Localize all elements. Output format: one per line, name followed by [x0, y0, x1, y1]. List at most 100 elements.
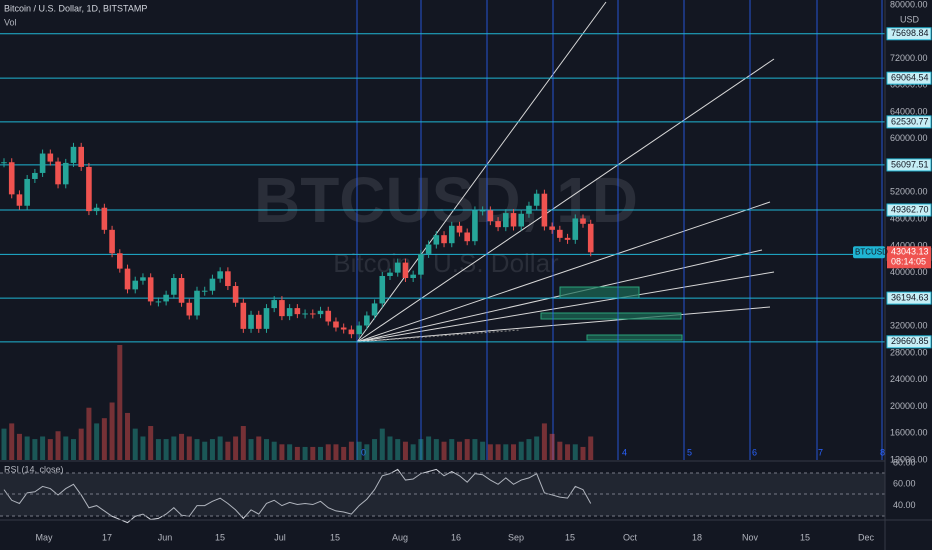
level-label: 29660.85 [891, 336, 929, 346]
candle [32, 172, 38, 179]
candle [549, 226, 555, 230]
candle [410, 274, 416, 278]
candle [526, 205, 532, 214]
level-box [886, 115, 932, 129]
volume-bar [372, 439, 378, 460]
price-tick-label: 32000.00 [890, 321, 928, 331]
level-box [886, 291, 932, 305]
candle [70, 146, 77, 163]
volume-bar [549, 433, 555, 460]
volume-bar [1, 428, 7, 460]
volume-bar [472, 439, 478, 460]
time-label: 18 [692, 532, 702, 542]
level-label: 49362.70 [891, 204, 929, 214]
candle [101, 207, 108, 230]
candle [248, 314, 254, 329]
volume-bar [402, 441, 408, 460]
volume-bar [302, 446, 308, 460]
level-label: 62530.77 [891, 116, 929, 126]
candle [240, 302, 247, 329]
volume-bar [32, 439, 38, 460]
time-label: 16 [451, 532, 461, 542]
candle [371, 303, 378, 316]
price-tick-label: 72000.00 [890, 53, 928, 63]
candle [572, 218, 579, 240]
candle [464, 232, 470, 242]
candle [479, 210, 486, 212]
volume-bar [163, 439, 169, 460]
level-box [886, 27, 932, 41]
countdown: 08:14:05 [891, 257, 926, 267]
time-label: 15 [800, 532, 810, 542]
volume-bar [186, 436, 192, 460]
candle [86, 166, 92, 212]
candle [402, 262, 409, 278]
volume-bar [240, 426, 246, 460]
volume-bar [341, 446, 347, 460]
volume-bar [410, 444, 416, 460]
candle [16, 194, 23, 206]
volume-bar [202, 441, 208, 460]
time-label: May [35, 532, 53, 542]
volume-bar [495, 444, 501, 460]
price-tick-label: 60000.00 [890, 133, 928, 143]
candle [279, 300, 285, 317]
volume-bar [418, 439, 424, 460]
price-tick-label: 12000.00 [890, 454, 928, 464]
rsi-label: RSI (14, close) [4, 464, 64, 474]
volume-bar [63, 436, 69, 460]
volume-bar [9, 423, 15, 460]
volume-bar [557, 441, 563, 460]
candle [186, 302, 193, 316]
candle [39, 153, 46, 173]
volume-bar [78, 428, 84, 460]
fib-label: 5 [687, 447, 692, 457]
volume-bar [279, 444, 285, 460]
volume-bar [248, 439, 254, 460]
candle [317, 310, 324, 315]
volume-bar [325, 444, 331, 460]
price-tick-label: 44000.00 [890, 240, 928, 250]
candle [294, 308, 301, 315]
volume-bar [588, 436, 594, 460]
volume-bar [348, 441, 354, 460]
candle [533, 193, 540, 206]
candle [147, 277, 154, 302]
current-price: 43043.13 [891, 247, 929, 257]
current-box [887, 246, 931, 269]
candle [418, 253, 424, 275]
volume-bar [194, 439, 200, 460]
volume-bar [179, 433, 185, 460]
candle [163, 294, 169, 302]
rsi-tick-label: 60.00 [893, 479, 916, 489]
volume-bar [464, 439, 470, 460]
candle [217, 271, 223, 279]
time-label: Jul [274, 532, 286, 542]
candle [209, 278, 216, 291]
candle [232, 286, 239, 303]
level-box [886, 203, 932, 217]
volume-bar [565, 444, 571, 460]
time-label: Oct [623, 532, 638, 542]
volume-label: Vol [4, 17, 17, 27]
price-tick-label: 24000.00 [890, 374, 928, 384]
volume-bar [86, 407, 92, 460]
candle [448, 225, 455, 244]
time-label: 15 [565, 532, 575, 542]
candle [155, 301, 162, 303]
candle [302, 313, 308, 315]
price-tick-label: 52000.00 [890, 187, 928, 197]
candle [1, 162, 7, 164]
volume-bar [217, 436, 223, 460]
volume-bar [117, 345, 123, 460]
watermark: BTCUSD, 1D [254, 164, 638, 236]
candle [364, 315, 370, 326]
time-label: Sep [508, 532, 524, 542]
time-label: 17 [102, 532, 112, 542]
volume-bar [333, 444, 339, 460]
price-tick-label: 48000.00 [890, 213, 928, 223]
volume-bar [271, 441, 277, 460]
volume-bar [148, 426, 154, 460]
level-box [886, 335, 932, 349]
candle [340, 327, 347, 330]
